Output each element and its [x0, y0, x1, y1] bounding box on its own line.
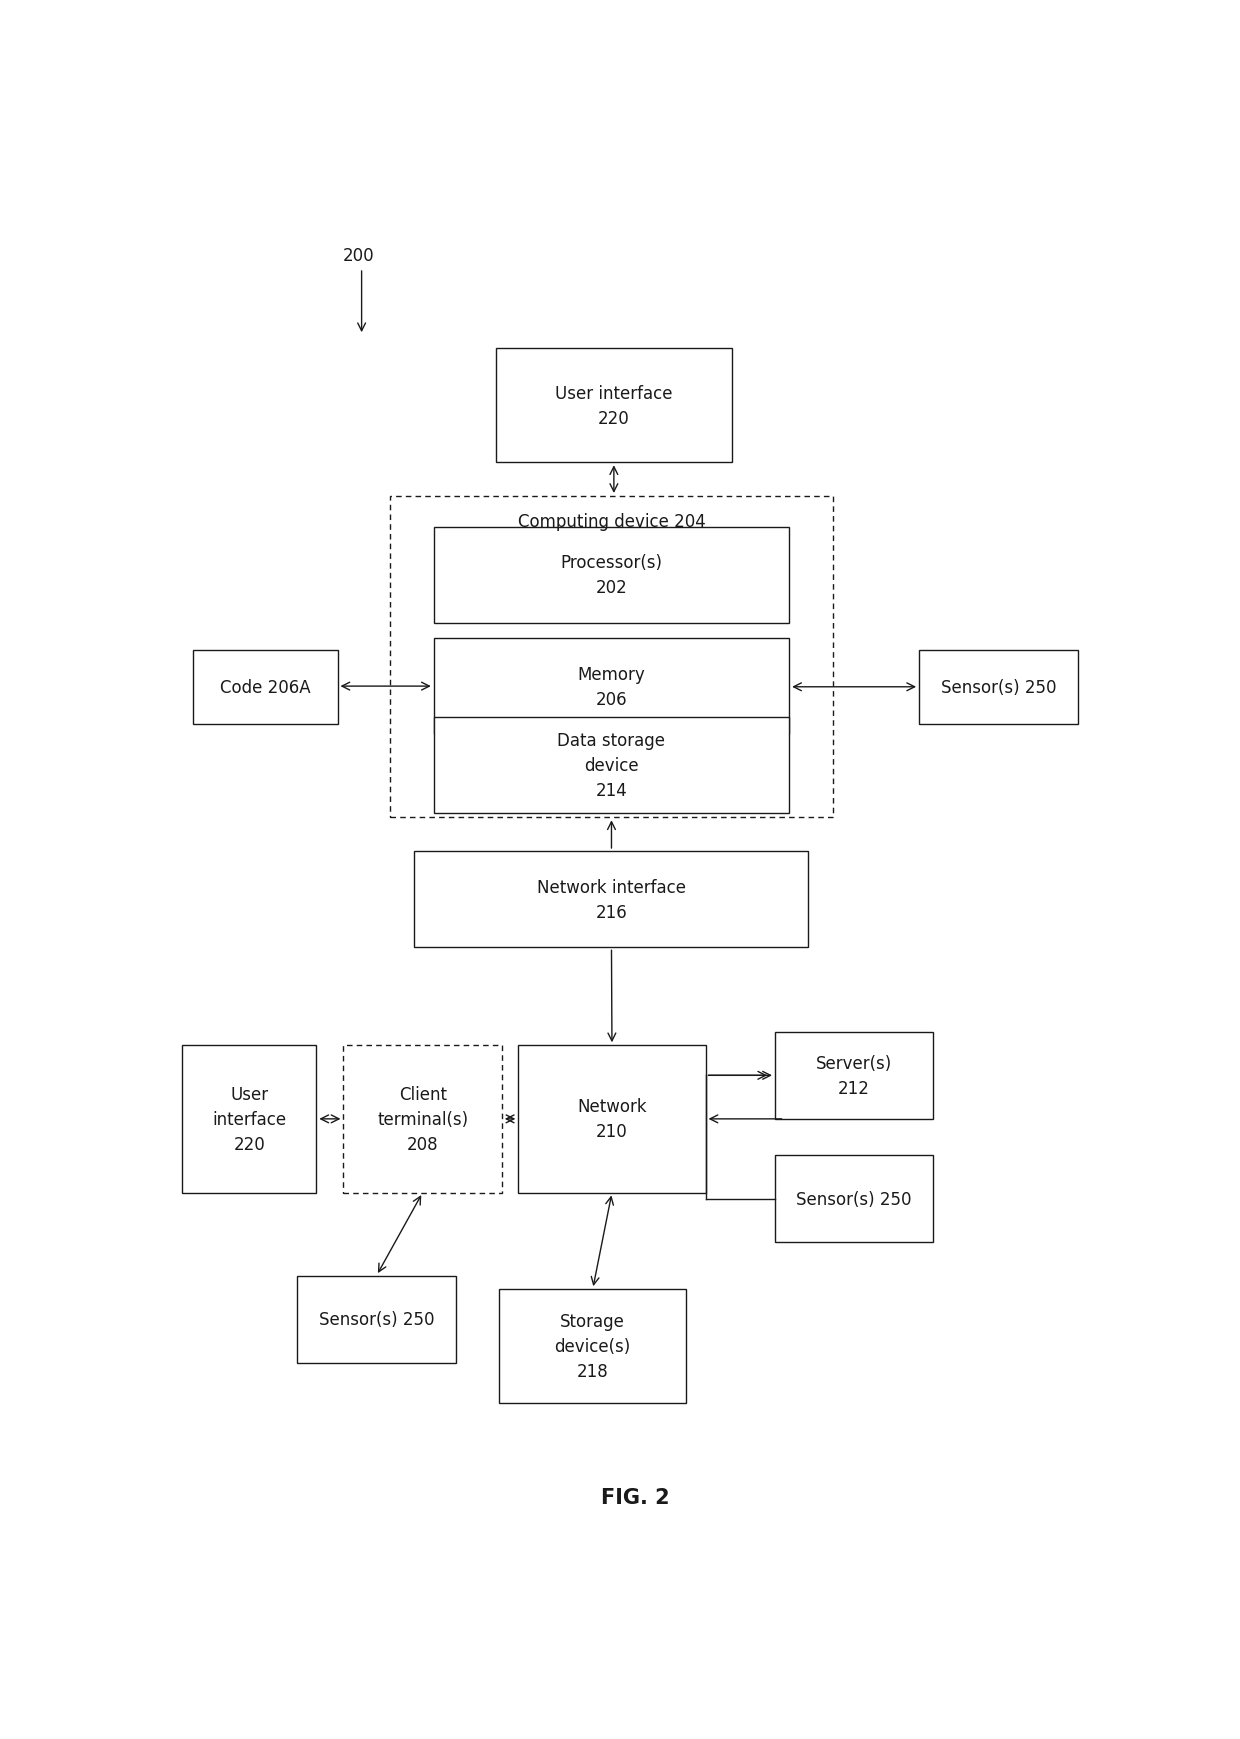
Bar: [391, 497, 832, 817]
Bar: [518, 1045, 706, 1193]
Text: Network interface
216: Network interface 216: [537, 878, 686, 922]
Bar: [434, 718, 789, 814]
Text: User
interface
220: User interface 220: [212, 1085, 286, 1153]
Text: Code 206A: Code 206A: [221, 678, 311, 696]
Text: Computing device 204: Computing device 204: [517, 513, 706, 530]
Text: Sensor(s) 250: Sensor(s) 250: [319, 1311, 434, 1329]
Bar: [343, 1045, 502, 1193]
Text: Data storage
device
214: Data storage device 214: [558, 732, 666, 800]
Text: Client
terminal(s)
208: Client terminal(s) 208: [377, 1085, 469, 1153]
Bar: [775, 1155, 934, 1242]
Text: Processor(s)
202: Processor(s) 202: [560, 555, 662, 596]
Bar: [193, 650, 337, 723]
Bar: [434, 527, 789, 624]
Text: Sensor(s) 250: Sensor(s) 250: [796, 1189, 911, 1209]
Text: FIG. 2: FIG. 2: [601, 1487, 670, 1506]
Bar: [496, 350, 732, 463]
Text: Server(s)
212: Server(s) 212: [816, 1054, 893, 1097]
Text: User interface
220: User interface 220: [556, 384, 672, 428]
Text: 200: 200: [342, 247, 374, 264]
Bar: [298, 1276, 456, 1363]
Text: Network
210: Network 210: [577, 1097, 647, 1141]
Bar: [434, 638, 789, 736]
Text: Storage
device(s)
218: Storage device(s) 218: [554, 1313, 631, 1381]
Bar: [414, 852, 808, 948]
Text: Sensor(s) 250: Sensor(s) 250: [940, 678, 1056, 696]
Text: Memory
206: Memory 206: [578, 666, 645, 708]
Bar: [182, 1045, 316, 1193]
Bar: [498, 1289, 687, 1403]
Bar: [919, 650, 1078, 723]
Bar: [775, 1033, 934, 1120]
